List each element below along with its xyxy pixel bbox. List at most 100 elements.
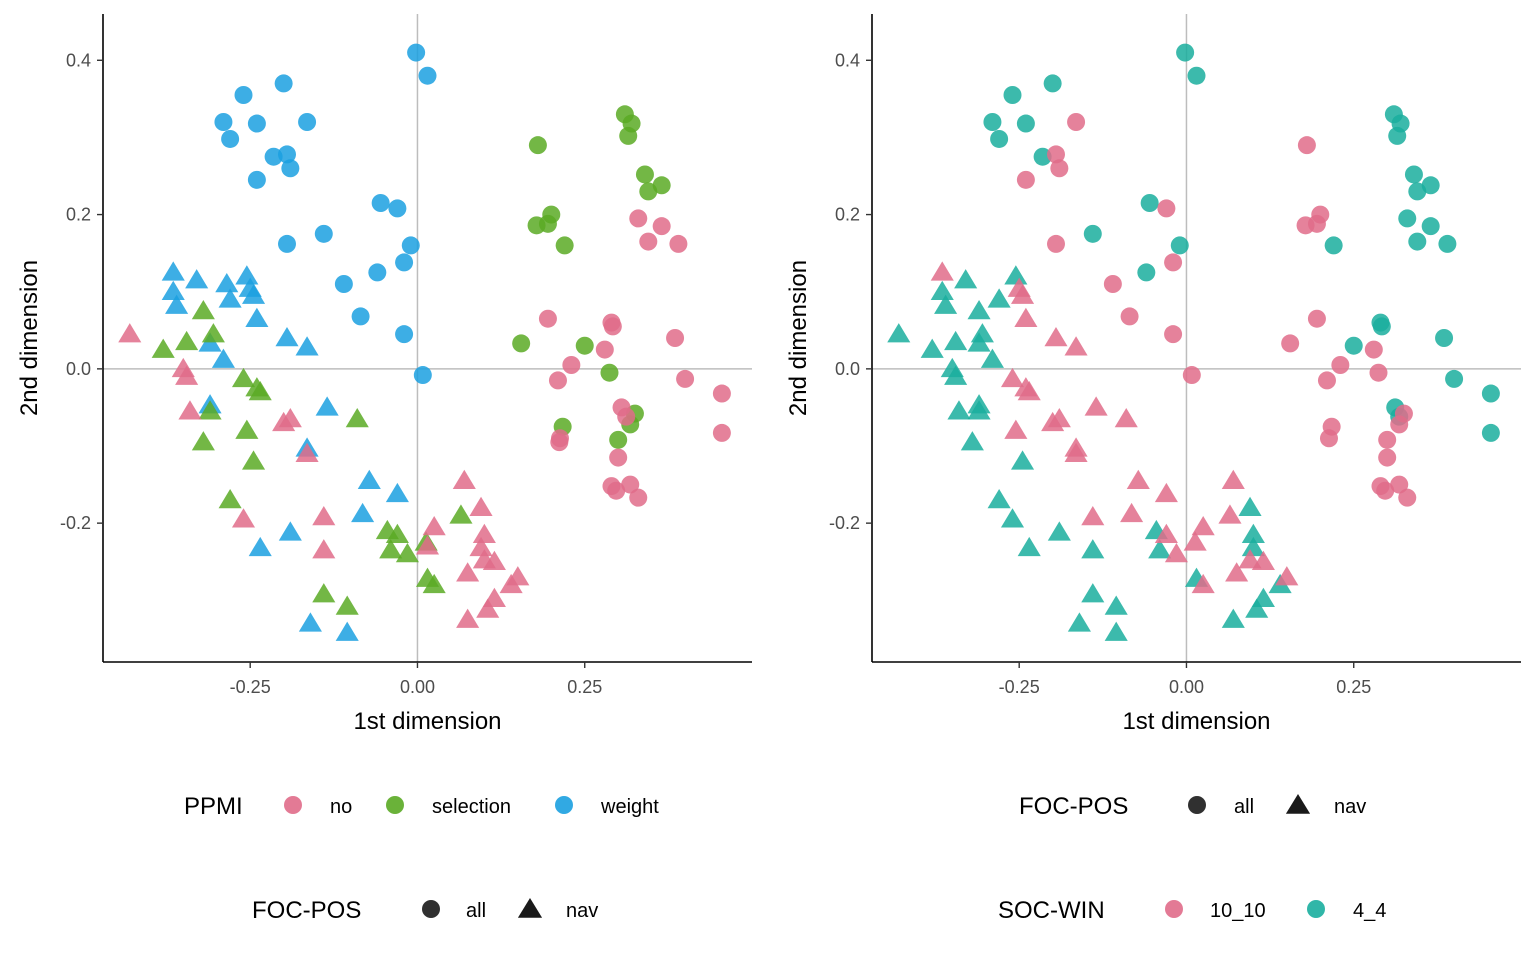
data-point-triangle — [165, 294, 189, 314]
data-point-circle — [1378, 430, 1397, 449]
data-point-circle — [1176, 43, 1195, 62]
data-point-triangle — [357, 469, 381, 489]
data-point-triangle — [1067, 612, 1091, 632]
data-point-triangle — [1000, 367, 1025, 388]
x-tick-label: 0.25 — [1336, 677, 1371, 697]
data-point-circle — [1120, 307, 1139, 326]
data-point-circle — [712, 423, 731, 442]
data-point-circle — [281, 159, 300, 178]
data-point-circle — [1317, 371, 1336, 390]
data-point-triangle — [235, 419, 259, 439]
legend-ppmi: PPMI no selection weight — [184, 793, 659, 820]
data-point-triangle — [295, 442, 319, 462]
data-point-circle — [418, 66, 437, 85]
legend-label: weight — [600, 796, 659, 818]
data-point-circle — [298, 113, 317, 131]
data-point-circle — [1307, 309, 1326, 328]
data-point-triangle — [1000, 508, 1025, 528]
data-point-triangle — [312, 583, 336, 603]
data-point-circle — [1378, 448, 1397, 467]
data-point-triangle — [1154, 482, 1178, 503]
data-point-circle — [1435, 329, 1454, 347]
data-point-triangle — [456, 562, 480, 582]
data-point-triangle — [499, 573, 523, 594]
data-point-triangle — [469, 536, 493, 557]
legend-key-circle — [1165, 900, 1183, 918]
data-point-circle — [635, 165, 654, 184]
data-point-circle — [639, 232, 658, 251]
legend-title: FOC-POS — [1019, 793, 1128, 820]
data-point-triangle — [422, 516, 446, 536]
data-point-circle — [1067, 113, 1086, 131]
data-point-circle — [247, 170, 266, 189]
data-point-triangle — [1164, 543, 1188, 563]
data-point-circle — [676, 369, 695, 388]
data-point-triangle — [456, 608, 480, 628]
data-point-triangle — [967, 300, 991, 320]
data-point-circle — [1046, 145, 1065, 164]
data-point-triangle — [1275, 566, 1299, 586]
y-tick-label: 0.0 — [835, 359, 860, 379]
data-point-triangle — [920, 338, 944, 358]
data-point-circle — [1016, 114, 1035, 133]
data-point-triangle — [1126, 469, 1150, 489]
data-point-circle — [652, 176, 671, 195]
data-point-triangle — [960, 431, 984, 451]
data-point-triangle — [1104, 595, 1128, 615]
legend-key-triangle — [517, 898, 543, 918]
data-point-circle — [609, 448, 628, 467]
data-point-triangle — [422, 573, 446, 594]
data-point-triangle — [1183, 531, 1207, 551]
data-point-circle — [221, 129, 240, 148]
data-point-triangle — [335, 595, 359, 615]
data-point-triangle — [476, 598, 500, 618]
data-point-triangle — [295, 336, 319, 356]
x-tick-label: -0.25 — [230, 677, 271, 697]
data-point-circle — [1137, 263, 1156, 282]
data-point-triangle — [934, 294, 958, 314]
data-point-triangle — [1064, 336, 1088, 356]
data-point-triangle — [345, 408, 369, 428]
data-point-circle — [1164, 325, 1183, 344]
data-point-circle — [1043, 74, 1062, 93]
legend-foc-pos: FOC-POS all nav — [1019, 793, 1366, 820]
data-point-circle — [1324, 236, 1343, 255]
data-point-circle — [1364, 340, 1383, 359]
data-point-circle — [1016, 170, 1035, 189]
data-point-circle — [1157, 199, 1176, 218]
data-point-circle — [413, 366, 432, 385]
data-point-triangle — [315, 396, 339, 416]
data-point-circle — [600, 363, 619, 382]
data-point-circle — [548, 371, 567, 390]
data-point-triangle — [191, 300, 215, 320]
data-point-circle — [1281, 334, 1300, 353]
data-point-circle — [407, 43, 426, 62]
data-point-circle — [1481, 423, 1500, 442]
x-axis-title: 1st dimension — [1122, 708, 1270, 735]
data-point-triangle — [1238, 496, 1262, 516]
legend-label: all — [1234, 796, 1254, 818]
data-point-triangle — [1084, 396, 1108, 416]
data-point-circle — [1164, 253, 1183, 272]
x-tick-label: 0.00 — [1169, 677, 1204, 697]
data-point-circle — [214, 113, 233, 131]
data-point-circle — [1376, 481, 1395, 500]
data-point-triangle — [482, 550, 506, 570]
data-point-circle — [621, 475, 640, 494]
data-point-circle — [1421, 176, 1440, 195]
data-point-circle — [538, 309, 557, 328]
data-point-circle — [1404, 165, 1423, 184]
data-point-triangle — [1245, 598, 1269, 618]
data-point-triangle — [1104, 621, 1128, 641]
data-point-circle — [1046, 234, 1065, 253]
data-point-triangle — [1221, 608, 1245, 628]
data-point-triangle — [887, 323, 911, 343]
legend-foc-pos: FOC-POS all nav — [252, 897, 598, 924]
data-point-triangle — [241, 284, 266, 304]
data-point-triangle — [930, 280, 954, 300]
data-point-triangle — [161, 280, 185, 300]
data-point-triangle — [235, 265, 259, 285]
data-point-triangle — [191, 431, 215, 451]
data-point-triangle — [1064, 442, 1088, 462]
data-point-triangle — [987, 288, 1011, 308]
